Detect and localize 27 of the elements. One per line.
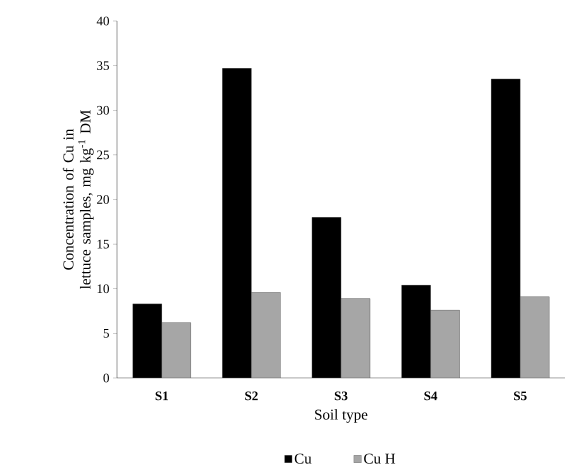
x-tick-label: S4 (424, 392, 438, 400)
legend-label: Cu (294, 454, 312, 464)
y-tick-label: 10 (98, 284, 109, 294)
bar (132, 304, 162, 378)
x-tick-label: S3 (334, 392, 348, 400)
bar (222, 68, 252, 378)
x-tick-label: S2 (245, 392, 258, 400)
bar (490, 78, 520, 378)
bar (312, 217, 342, 378)
y-tick-label: 15 (98, 240, 109, 248)
y-tick-label: 35 (97, 61, 109, 70)
x-axis-title: Soil type (315, 409, 368, 423)
legend-label: Cu H (364, 454, 396, 464)
bar (520, 296, 550, 378)
bar (340, 298, 370, 378)
y-tick-label: 25 (97, 150, 109, 160)
y-tick-label: 5 (104, 329, 109, 338)
y-tick-label: 40 (96, 16, 109, 26)
y-tick-label: 30 (97, 106, 109, 115)
bar (401, 284, 431, 378)
x-tick-label: S5 (514, 392, 527, 400)
bar (162, 322, 192, 378)
y-tick-label: 0 (103, 374, 109, 382)
bar (251, 292, 281, 378)
x-tick-label: S1 (156, 392, 168, 400)
bar (430, 310, 460, 378)
y-tick-label: 20 (97, 195, 109, 204)
